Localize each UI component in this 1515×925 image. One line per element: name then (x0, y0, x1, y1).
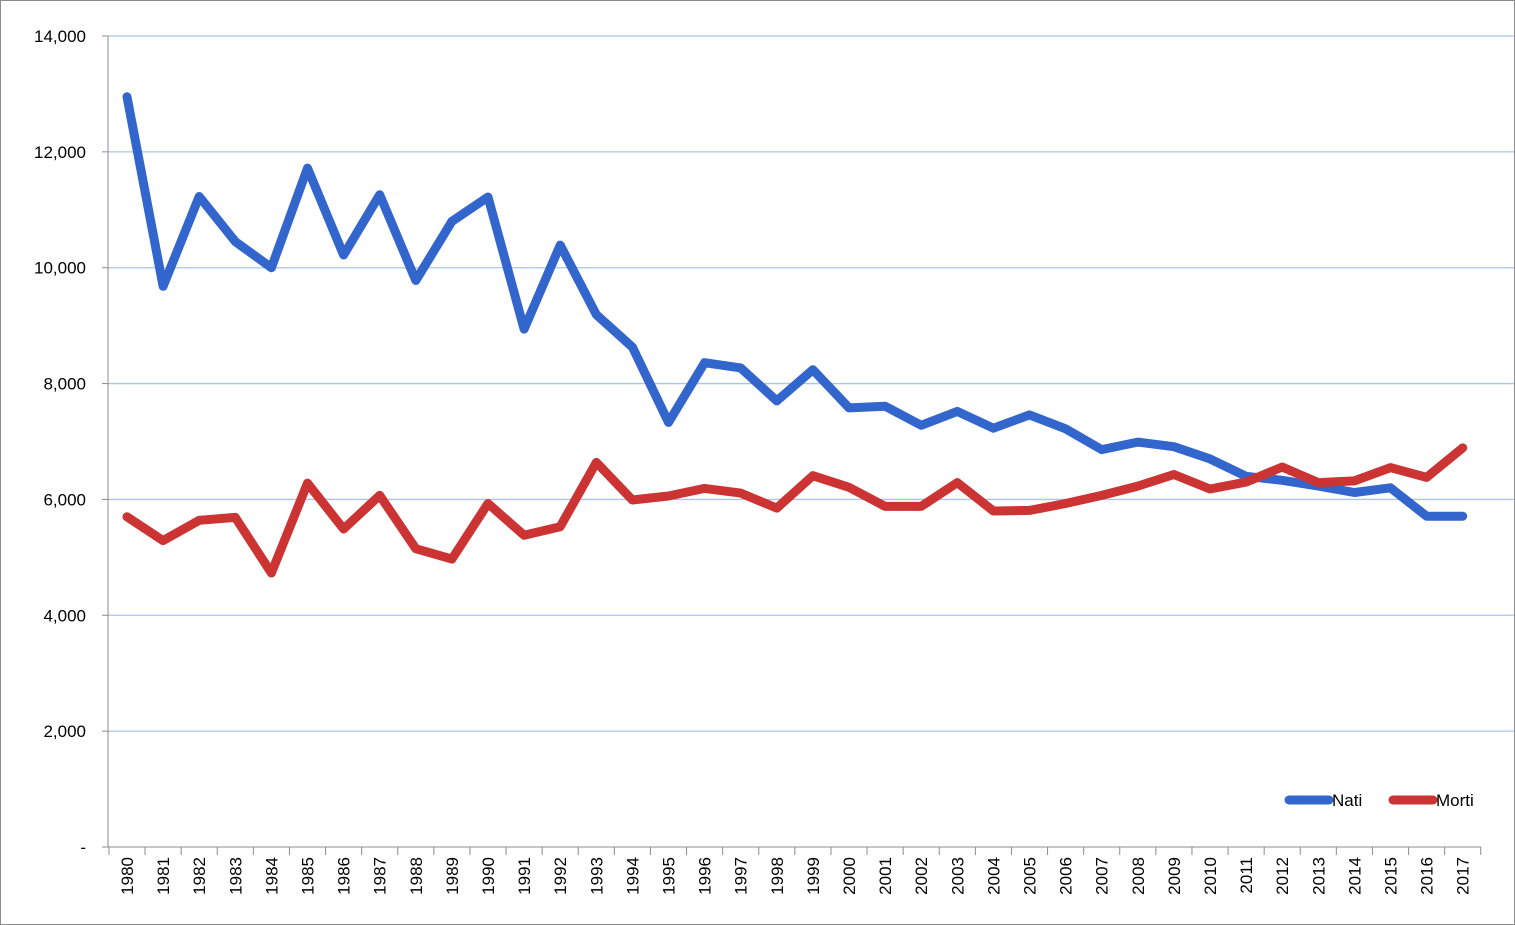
x-tick-label: 2000 (840, 857, 859, 895)
x-axis-tick-labels: 1980 1981 1982 1983 1984 1985 1986 1987 1988 1989… (118, 857, 1473, 895)
x-tick-label: 2009 (1165, 857, 1184, 895)
x-tick-label: 1986 (335, 857, 354, 895)
gridlines (108, 35, 1514, 732)
x-tick-label: 2010 (1201, 857, 1220, 895)
series-line-morti (122, 443, 1468, 578)
x-tick-label: 1991 (515, 857, 534, 895)
x-tick-label: 2005 (1021, 857, 1040, 895)
x-tick-label: 2012 (1273, 857, 1292, 895)
y-axis-tick-labels: - 2,000 4,000 6,000 8,000 10,000 12,000 14,000 (34, 27, 86, 857)
x-tick-label: 2004 (984, 857, 1003, 895)
y-tick-label: - (80, 838, 86, 857)
x-tick-label: 1999 (804, 857, 823, 895)
legend-label-nati: Nati (1332, 791, 1362, 810)
y-tick-label: 6,000 (43, 490, 86, 509)
y-tick-label: 14,000 (34, 27, 86, 46)
x-tick-label: 1990 (479, 857, 498, 895)
x-tick-label: 1994 (623, 857, 642, 895)
legend-label-morti: Morti (1436, 791, 1474, 810)
y-tick-label: 2,000 (43, 722, 86, 741)
x-tick-label: 1992 (551, 857, 570, 895)
x-tick-label: 2006 (1057, 857, 1076, 895)
series-lines (122, 92, 1468, 578)
x-tick-label: 2015 (1382, 857, 1401, 895)
x-tick-label: 2017 (1454, 857, 1473, 895)
x-tick-label: 2003 (948, 857, 967, 895)
x-tick-label: 2007 (1093, 857, 1112, 895)
x-tick-label: 1993 (587, 857, 606, 895)
x-tick-label: 1982 (190, 857, 209, 895)
x-tick-label: 1985 (299, 857, 318, 895)
x-tick-label: 2016 (1418, 857, 1437, 895)
x-tick-label: 1983 (226, 857, 245, 895)
series-line-nati (122, 92, 1468, 521)
y-tick-label: 8,000 (43, 375, 86, 394)
axes (102, 35, 1482, 855)
x-tick-label: 2014 (1345, 857, 1364, 895)
x-tick-label: 1995 (660, 857, 679, 895)
x-tick-label: 1997 (732, 857, 751, 895)
x-tick-label: 1998 (768, 857, 787, 895)
x-tick-label: 2001 (876, 857, 895, 895)
x-tick-label: 2011 (1237, 857, 1256, 894)
y-tick-label: 10,000 (34, 259, 86, 278)
x-tick-label: 1980 (118, 857, 137, 895)
x-tick-label: 1989 (443, 857, 462, 895)
x-tick-label: 2002 (912, 857, 931, 895)
y-tick-label: 4,000 (43, 606, 86, 625)
x-tick-label: 1984 (262, 857, 281, 895)
x-tick-label: 1987 (371, 857, 390, 895)
legend: Nati Morti (1284, 791, 1474, 810)
y-tick-label: 12,000 (34, 143, 86, 162)
x-tick-label: 1996 (696, 857, 715, 895)
x-tick-label: 1981 (154, 857, 173, 895)
x-tick-label: 2008 (1129, 857, 1148, 895)
x-tick-label: 2013 (1309, 857, 1328, 895)
x-tick-label: 1988 (407, 857, 426, 895)
